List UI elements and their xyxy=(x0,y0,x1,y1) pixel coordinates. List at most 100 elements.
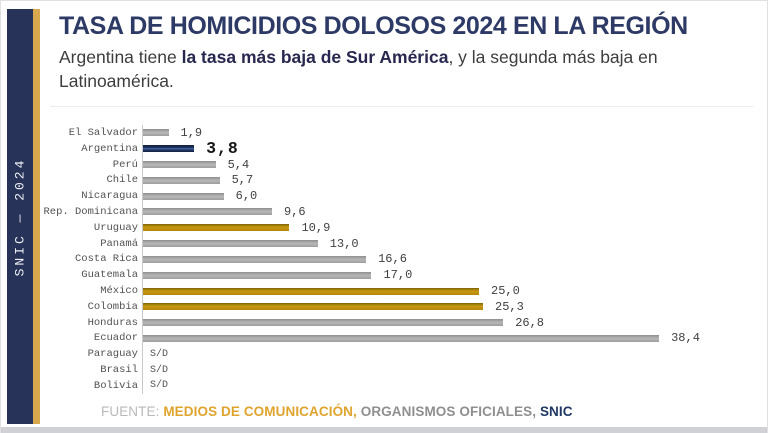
footer-source-official: ORGANISMOS OFICIALES, xyxy=(360,404,537,419)
bar-area: 5,7 xyxy=(142,172,761,189)
country-label: El Salvador xyxy=(68,126,138,139)
chart-row: México 25,0 xyxy=(42,283,761,299)
value-label: 25,3 xyxy=(495,299,524,314)
subtitle: Argentina tiene la tasa más baja de Sur … xyxy=(59,45,749,93)
country-label: Rep. Dominicana xyxy=(43,205,138,218)
chart-row: Panamá 13,0 xyxy=(42,235,761,252)
country-label: Bolivia xyxy=(93,379,138,392)
chart-row: Guatemala 17,0 xyxy=(42,267,761,284)
country-label: Guatemala xyxy=(81,269,138,282)
value-bar xyxy=(143,145,195,153)
no-data-label: S/D xyxy=(150,364,169,376)
value-label: 17,0 xyxy=(383,268,413,283)
bar-area: 16,6 xyxy=(142,251,761,268)
value-bar xyxy=(143,208,273,216)
chart-row: Brasil S/D xyxy=(42,362,761,378)
country-label: Paraguay xyxy=(87,348,138,361)
no-data-label: S/D xyxy=(150,348,169,360)
value-bar xyxy=(143,161,216,169)
footer-source-media: MEDIOS DE COMUNICACIÓN, xyxy=(163,404,357,419)
no-data-label: S/D xyxy=(150,380,169,392)
chart-row: Perú 5,4 xyxy=(42,156,761,173)
homicide-rate-bar-chart: El Salvador 1,9 Argentina 3,8 Perú 5,4 Chile 5,… xyxy=(42,125,761,394)
country-label: Honduras xyxy=(87,316,138,329)
bar-area: 25,3 xyxy=(142,298,761,315)
chart-row: Costa Rica 16,6 xyxy=(42,251,761,268)
bar-area: 13,0 xyxy=(142,235,761,252)
chart-row: Honduras 26,8 xyxy=(42,314,761,331)
country-label: Uruguay xyxy=(93,221,138,234)
chart-row: El Salvador 1,9 xyxy=(42,125,761,141)
value-label: 38,4 xyxy=(671,331,700,346)
value-bar xyxy=(143,192,224,200)
subtitle-highlight: la tasa más baja de Sur América xyxy=(181,47,449,67)
bar-area: 9,6 xyxy=(142,204,761,220)
value-bar xyxy=(143,319,504,327)
value-bar xyxy=(143,176,220,184)
chart-row: Uruguay 10,9 xyxy=(42,219,761,236)
bar-area: 17,0 xyxy=(142,267,761,284)
country-label: Costa Rica xyxy=(74,253,138,266)
chart-row: Rep. Dominicana 9,6 xyxy=(42,204,761,220)
subtitle-pre: Argentina tiene xyxy=(59,47,182,67)
country-label: Argentina xyxy=(81,142,138,155)
footer-source-snic: SNIC xyxy=(539,404,573,419)
bar-area: 6,0 xyxy=(142,188,761,205)
chart-row: Ecuador 38,4 xyxy=(42,330,761,347)
gold-accent-strip xyxy=(33,9,40,424)
chart-row: Bolivia S/D xyxy=(42,378,761,394)
bar-area: S/D xyxy=(142,362,761,378)
value-bar xyxy=(143,255,367,263)
country-label: Brasil xyxy=(100,364,138,377)
value-bar xyxy=(143,129,169,137)
value-label: 5,4 xyxy=(227,157,250,172)
header-divider xyxy=(50,106,753,107)
bar-area: 3,8 xyxy=(142,139,761,159)
footer-prefix: FUENTE: xyxy=(101,404,160,419)
value-bar xyxy=(143,224,290,232)
value-label: 1,9 xyxy=(180,125,203,140)
value-bar xyxy=(143,287,479,295)
value-label: 9,6 xyxy=(284,204,306,219)
value-label: 10,9 xyxy=(301,220,331,235)
chart-rows: El Salvador 1,9 Argentina 3,8 Perú 5,4 Chile 5,… xyxy=(42,125,761,394)
bar-area: 26,8 xyxy=(142,314,761,331)
chart-row: Paraguay S/D xyxy=(42,346,761,363)
country-label: Perú xyxy=(112,158,138,171)
country-label: Ecuador xyxy=(93,332,138,345)
chart-row: Chile 5,7 xyxy=(42,172,761,189)
country-label: Chile xyxy=(106,174,138,187)
value-label: 16,6 xyxy=(378,252,407,267)
bar-area: 5,4 xyxy=(142,156,761,173)
value-label: 13,0 xyxy=(329,236,359,251)
value-label: 5,7 xyxy=(231,173,254,188)
country-label: Panamá xyxy=(100,237,138,250)
value-bar xyxy=(143,271,372,279)
page-title: TASA DE HOMICIDIOS DOLOSOS 2024 EN LA RE… xyxy=(59,12,688,40)
sidebar-vertical-label: SNIC — 2024 xyxy=(12,157,28,276)
bar-area: S/D xyxy=(142,378,761,394)
value-bar xyxy=(143,303,484,311)
bar-area: S/D xyxy=(142,346,761,363)
value-label: 26,8 xyxy=(515,315,544,330)
source-footer: FUENTE: MEDIOS DE COMUNICACIÓN, ORGANISM… xyxy=(101,404,573,419)
bar-area: 25,0 xyxy=(142,283,761,299)
slide-content: TASA DE HOMICIDIOS DOLOSOS 2024 EN LA RE… xyxy=(40,1,767,427)
chart-row: Colombia 25,3 xyxy=(42,298,761,315)
sidebar-banner: SNIC — 2024 xyxy=(7,9,33,424)
country-label: México xyxy=(100,285,138,298)
subtitle-post: , y la segunda más baja en Latinoamérica… xyxy=(59,47,658,91)
chart-row: Nicaragua 6,0 xyxy=(42,188,761,205)
value-label: 6,0 xyxy=(235,189,258,204)
chart-row: Argentina 3,8 xyxy=(42,139,761,159)
value-bar xyxy=(143,334,660,342)
country-label: Nicaragua xyxy=(81,190,138,203)
value-label: 25,0 xyxy=(491,284,520,299)
value-label: 3,8 xyxy=(206,139,239,159)
bar-area: 10,9 xyxy=(142,219,761,236)
bar-area: 38,4 xyxy=(142,330,761,347)
bottom-strip xyxy=(1,427,767,433)
value-bar xyxy=(143,240,318,248)
country-label: Colombia xyxy=(87,300,138,313)
